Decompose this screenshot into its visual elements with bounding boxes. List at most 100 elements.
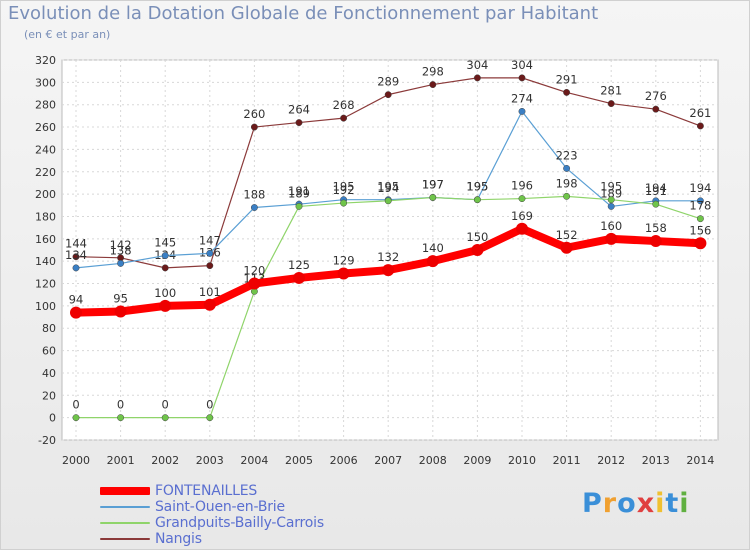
data-label-fontenailles: 94	[69, 293, 84, 307]
data-point-fontenailles	[471, 244, 484, 256]
data-point-grandpuits-bailly-carrois	[563, 192, 571, 200]
y-tick-label: 180	[35, 210, 56, 223]
data-label-grandpuits-bailly-carrois: 0	[72, 398, 79, 412]
data-point-nangis	[250, 123, 258, 131]
x-tick-label: 2010	[508, 454, 536, 467]
data-point-fontenailles	[649, 235, 662, 248]
data-label-fontenailles: 160	[600, 219, 622, 233]
data-label-nangis: 276	[645, 89, 667, 103]
data-point-saint-ouen-en-brie	[72, 264, 80, 272]
data-label-grandpuits-bailly-carrois: 194	[377, 181, 399, 195]
legend-swatch-saint-ouen-en-brie	[100, 506, 150, 508]
data-label-nangis: 261	[689, 106, 711, 120]
data-label-grandpuits-bailly-carrois: 0	[117, 398, 124, 412]
data-point-saint-ouen-en-brie	[117, 259, 125, 267]
data-point-fontenailles	[516, 222, 528, 235]
data-label-saint-ouen-en-brie: 195	[333, 180, 355, 194]
x-tick-label: 2005	[285, 454, 313, 467]
data-point-grandpuits-bailly-carrois	[161, 414, 169, 422]
data-point-fontenailles	[203, 298, 216, 311]
data-point-nangis	[696, 122, 704, 130]
x-tick-label: 2003	[196, 454, 224, 467]
data-point-grandpuits-bailly-carrois	[206, 414, 214, 422]
data-label-fontenailles: 125	[288, 258, 310, 272]
data-label-saint-ouen-en-brie: 195	[466, 180, 488, 194]
y-tick-label: 140	[35, 255, 56, 268]
data-label-saint-ouen-en-brie: 194	[689, 181, 711, 195]
logo-letter: i	[655, 488, 666, 519]
data-label-saint-ouen-en-brie: 189	[600, 186, 622, 200]
data-label-grandpuits-bailly-carrois: 191	[645, 184, 667, 198]
data-point-grandpuits-bailly-carrois	[518, 195, 526, 203]
x-tick-label: 2013	[642, 454, 670, 467]
legend-swatch-grandpuits-bailly-carrois	[100, 522, 150, 524]
data-point-saint-ouen-en-brie	[563, 164, 571, 172]
y-tick-label: 200	[35, 188, 56, 201]
y-tick-label: 320	[35, 54, 56, 67]
data-label-fontenailles: 150	[466, 230, 488, 244]
data-label-nangis: 142	[110, 238, 132, 252]
y-tick-label: 240	[35, 143, 56, 156]
data-point-grandpuits-bailly-carrois	[72, 414, 80, 422]
data-label-saint-ouen-en-brie: 274	[511, 91, 533, 105]
data-point-saint-ouen-en-brie	[161, 252, 169, 260]
chart-title: Evolution de la Dotation Globale de Fonc…	[8, 3, 599, 24]
data-point-fontenailles	[560, 241, 573, 254]
data-label-grandpuits-bailly-carrois: 0	[162, 398, 169, 412]
data-point-grandpuits-bailly-carrois	[696, 215, 704, 223]
data-label-grandpuits-bailly-carrois: 189	[288, 186, 310, 200]
y-tick-label: 100	[35, 300, 56, 313]
data-label-grandpuits-bailly-carrois: 195	[600, 180, 622, 194]
data-point-grandpuits-bailly-carrois	[384, 197, 392, 205]
data-label-nangis: 291	[556, 72, 578, 86]
data-label-fontenailles: 101	[199, 285, 221, 299]
data-point-nangis	[384, 91, 392, 99]
data-point-nangis	[652, 105, 660, 113]
data-label-saint-ouen-en-brie: 147	[199, 233, 221, 247]
x-tick-label: 2006	[330, 454, 358, 467]
data-point-fontenailles	[605, 232, 618, 245]
data-point-saint-ouen-en-brie	[607, 202, 615, 210]
logo-letter: i	[679, 488, 690, 519]
data-point-fontenailles	[694, 237, 707, 250]
data-label-saint-ouen-en-brie: 223	[556, 148, 578, 162]
data-label-saint-ouen-en-brie: 134	[65, 248, 87, 262]
data-label-saint-ouen-en-brie: 145	[154, 236, 176, 250]
data-point-saint-ouen-en-brie	[696, 197, 704, 205]
chart-subtitle: (en € et par an)	[24, 28, 111, 41]
data-point-fontenailles	[426, 255, 439, 268]
data-point-nangis	[340, 114, 348, 122]
x-tick-label: 2007	[374, 454, 402, 467]
y-tick-label: 20	[42, 389, 56, 402]
legend-swatch-fontenailles	[100, 487, 150, 495]
y-tick-label: 80	[42, 322, 56, 335]
data-point-fontenailles	[248, 277, 261, 290]
data-label-nangis: 289	[377, 75, 399, 89]
data-label-grandpuits-bailly-carrois: 198	[556, 176, 578, 190]
data-point-nangis	[563, 88, 571, 96]
y-tick-label: 260	[35, 121, 56, 134]
data-label-saint-ouen-en-brie: 191	[288, 184, 310, 198]
x-tick-label: 2008	[419, 454, 447, 467]
x-tick-label: 2001	[107, 454, 135, 467]
data-label-nangis: 304	[511, 58, 533, 72]
y-tick-label: 160	[35, 233, 56, 246]
data-label-grandpuits-bailly-carrois: 197	[422, 177, 444, 191]
legend-label-nangis: Nangis	[155, 531, 202, 547]
x-tick-label: 2000	[62, 454, 90, 467]
data-point-fontenailles	[337, 267, 350, 280]
data-label-fontenailles: 152	[556, 228, 578, 242]
logo-letter: r	[602, 488, 618, 519]
logo-letter: o	[617, 488, 637, 519]
y-tick-label: -20	[38, 434, 56, 447]
legend-label-fontenailles: FONTENAILLES	[155, 483, 258, 499]
data-label-nangis: 144	[65, 237, 87, 251]
data-label-grandpuits-bailly-carrois: 0	[206, 398, 213, 412]
data-label-saint-ouen-en-brie: 195	[377, 180, 399, 194]
x-tick-label: 2004	[240, 454, 268, 467]
data-label-saint-ouen-en-brie: 138	[110, 243, 132, 257]
data-point-nangis	[161, 264, 169, 272]
x-tick-label: 2012	[597, 454, 625, 467]
data-label-nangis: 260	[243, 107, 265, 121]
